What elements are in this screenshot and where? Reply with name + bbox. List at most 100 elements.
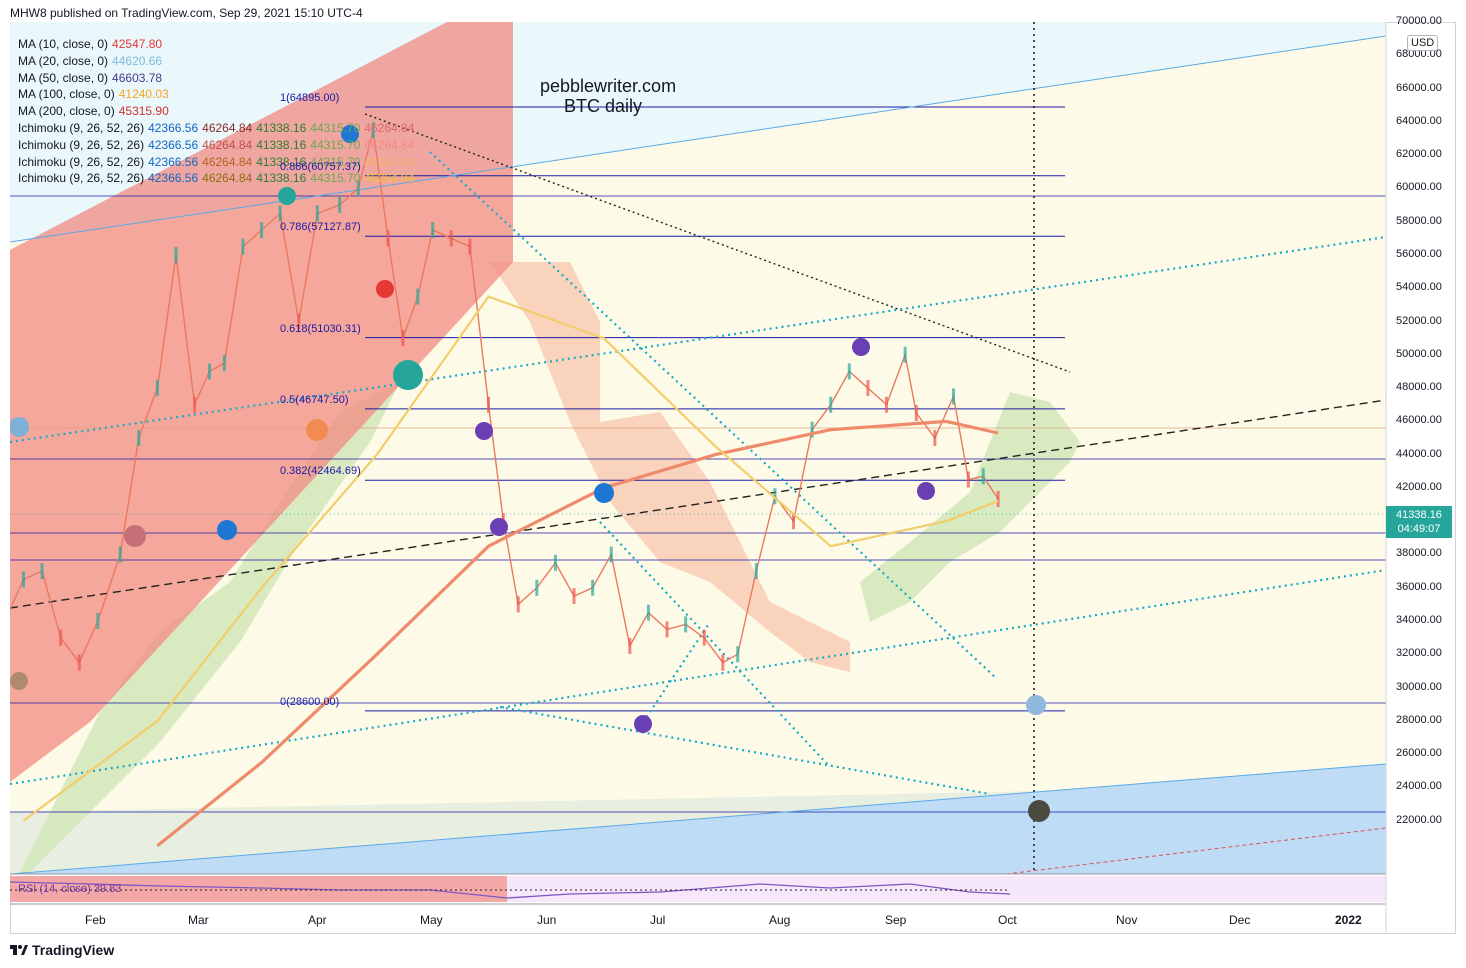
fib-label: 0.618(51030.31) [280, 322, 361, 335]
rsi-line [10, 881, 1011, 899]
fib-label: 0.886(60757.37) [280, 160, 361, 173]
x-tick-label: Sep [885, 913, 907, 927]
marker-dot[interactable] [393, 360, 423, 390]
candle [21, 571, 25, 588]
legend-row[interactable]: Ichimoku (9, 26, 52, 26) 42366.56 46264.84… [18, 120, 418, 137]
candle [371, 122, 375, 139]
legend-value: 46264.84 [202, 120, 253, 135]
trend-red-dashed [1002, 827, 1386, 874]
price-chart[interactable] [10, 22, 1456, 934]
trend-black-dashed [10, 399, 1386, 609]
trend-cyan-4 [499, 705, 991, 796]
candle [754, 563, 758, 580]
currency-badge[interactable]: USD [1407, 35, 1439, 51]
x-tick-label: Mar [188, 913, 209, 927]
candle [118, 546, 122, 563]
legend-name: Ichimoku (9, 26, 52, 26) [18, 154, 145, 169]
candle [792, 513, 796, 530]
candle [847, 363, 851, 380]
marker-dot[interactable] [490, 518, 508, 536]
candle [241, 238, 245, 255]
fib-label: 0.5(46747.50) [280, 393, 349, 406]
candle [736, 646, 740, 663]
legend-row[interactable]: MA (50, close, 0) 46603.78 [18, 70, 418, 87]
candle [951, 388, 955, 405]
candle [431, 222, 435, 238]
legend-value: 45315.90 [118, 104, 169, 119]
x-tick-label: Apr [308, 913, 327, 927]
marker-dot[interactable] [341, 125, 359, 143]
legend-value: 44315.70 [310, 171, 361, 186]
marker-dot[interactable] [278, 187, 296, 205]
marker-dot[interactable] [1028, 800, 1050, 822]
marker-dot[interactable] [376, 280, 394, 298]
candle [40, 563, 44, 580]
candle [628, 638, 632, 654]
price-axis[interactable]: 22000.00 24000.00 26000.00 28000.00 30000.00… [1386, 15, 1456, 904]
marker-dot[interactable] [475, 422, 493, 440]
legend-row[interactable]: Ichimoku (9, 26, 52, 26) 42366.56 46264.84… [18, 170, 418, 187]
candle [773, 488, 777, 505]
rsi-label: RSI (14, close) 39.83 [18, 883, 122, 895]
y-tick-label: 64000.00 [1396, 114, 1442, 127]
y-tick-label: 60000.00 [1396, 181, 1442, 194]
candle [609, 546, 613, 563]
last-price-tag: 41338.16 04:49:07 [1386, 506, 1452, 538]
marker-dot[interactable] [917, 482, 935, 500]
legend-row[interactable]: MA (100, close, 0) 41240.03 [18, 86, 418, 103]
x-tick-label: May [420, 913, 443, 927]
y-tick-label: 30000.00 [1396, 680, 1442, 693]
countdown: 04:49:07 [1397, 523, 1441, 535]
x-tick-label: 2022 [1335, 913, 1362, 927]
marker-dot[interactable] [852, 338, 870, 356]
y-tick-label: 70000.00 [1396, 15, 1442, 27]
legend-value: 46264.84 [364, 154, 415, 169]
indicator-legend: MA (10, close, 0) 42547.80 MA (20, close, … [18, 36, 418, 187]
marker-dot[interactable] [594, 483, 614, 503]
legend-row[interactable]: MA (10, close, 0) 42547.80 [18, 36, 418, 53]
candle [665, 621, 669, 638]
legend-value: 42366.56 [148, 120, 199, 135]
legend-value: 46264.84 [202, 137, 253, 152]
x-tick-label: Jun [537, 913, 557, 927]
x-tick-label: Oct [998, 913, 1017, 927]
candle [646, 604, 650, 621]
tradingview-logo-icon [10, 945, 28, 955]
legend-row[interactable]: Ichimoku (9, 26, 52, 26) 42366.56 46264.84… [18, 137, 418, 154]
x-tick-label: Aug [769, 913, 791, 927]
legend-row[interactable]: Ichimoku (9, 26, 52, 26) 42366.56 46264.84… [18, 154, 418, 171]
y-tick-label: 34000.00 [1396, 614, 1442, 627]
y-tick-label: 32000.00 [1396, 647, 1442, 660]
legend-row[interactable]: MA (20, close, 0) 44620.66 [18, 53, 418, 70]
marker-dot[interactable] [10, 417, 29, 437]
y-tick-label: 58000.00 [1396, 214, 1442, 227]
y-tick-label: 62000.00 [1396, 148, 1442, 161]
candle [174, 246, 178, 263]
legend-value: 46264.84 [364, 120, 415, 135]
y-tick-label: 68000.00 [1396, 48, 1442, 61]
y-tick-label: 38000.00 [1396, 547, 1442, 560]
marker-dot[interactable] [306, 419, 328, 441]
legend-value: 46603.78 [112, 70, 163, 85]
legend-row[interactable]: MA (200, close, 0) 45315.90 [18, 103, 418, 120]
legend-name: MA (20, close, 0) [18, 53, 109, 68]
marker-dot[interactable] [217, 520, 237, 540]
candle [996, 490, 1000, 507]
candle [885, 396, 889, 413]
candle [96, 613, 100, 630]
y-tick-label: 26000.00 [1396, 747, 1442, 760]
trend-cyan-2 [10, 568, 1386, 786]
candle [222, 355, 226, 372]
trend-blue-upper [10, 35, 1386, 243]
candle [966, 471, 970, 488]
marker-dot[interactable] [1026, 695, 1046, 715]
marker-dot[interactable] [10, 672, 28, 690]
candle [297, 313, 301, 330]
marker-dot[interactable] [634, 715, 652, 733]
legend-name: MA (10, close, 0) [18, 37, 109, 51]
tradingview-brand[interactable]: TradingView [10, 942, 114, 958]
candle [193, 396, 197, 413]
y-tick-label: 22000.00 [1396, 813, 1442, 826]
candle [401, 330, 405, 347]
marker-dot[interactable] [124, 525, 146, 547]
